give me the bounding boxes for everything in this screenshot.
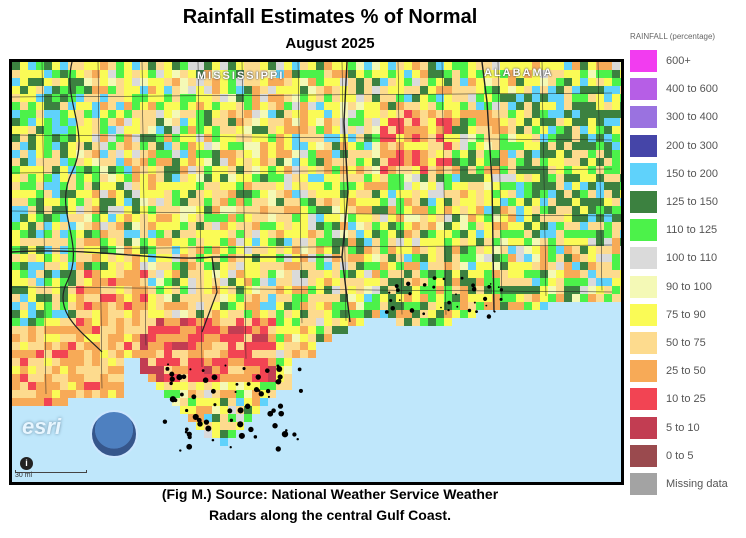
- legend-swatch: [630, 134, 657, 157]
- legend-title: RAINFALL (percentage): [630, 32, 716, 41]
- legend-label: 75 to 90: [666, 308, 706, 321]
- legend-item: 300 to 400: [630, 103, 746, 131]
- info-icon[interactable]: i: [20, 457, 33, 470]
- legend-swatch: [630, 444, 657, 467]
- map-subtitle: August 2025: [285, 35, 375, 52]
- scale-bar: [15, 470, 87, 473]
- legend-label: 300 to 400: [666, 111, 718, 124]
- legend-label: 90 to 100: [666, 280, 712, 293]
- legend-swatch: [630, 106, 657, 129]
- legend-item: 200 to 300: [630, 132, 746, 160]
- legend-item: Missing data: [630, 470, 746, 498]
- rainfall-cells: [12, 62, 621, 446]
- boundary-lines: [12, 62, 613, 395]
- legend-item: 75 to 90: [630, 301, 746, 329]
- legend-swatch: [630, 78, 657, 101]
- legend-label: 150 to 200: [666, 167, 718, 180]
- legend-label: 25 to 50: [666, 365, 706, 378]
- legend-swatch: [630, 303, 657, 326]
- map-title: Rainfall Estimates % of Normal: [182, 6, 478, 28]
- scale-label: 30 mi: [15, 472, 33, 479]
- legend-item: 150 to 200: [630, 160, 746, 188]
- legend-item: 5 to 10: [630, 413, 746, 441]
- legend-item: 25 to 50: [630, 357, 746, 385]
- legend-swatch: [630, 416, 657, 439]
- esri-logo: esri: [22, 414, 62, 439]
- legend-item: 0 to 5: [630, 442, 746, 470]
- legend-swatch: [630, 331, 657, 354]
- state-label-alabama: ALABAMA: [484, 67, 554, 79]
- caption-line-2: Radars along the central Gulf Coast.: [209, 507, 451, 523]
- legend-item: 110 to 125: [630, 216, 746, 244]
- legend-swatch: [630, 247, 657, 270]
- legend-item: 10 to 25: [630, 385, 746, 413]
- legend-item: 400 to 600: [630, 75, 746, 103]
- legend-label: 10 to 25: [666, 393, 706, 406]
- rainfall-map[interactable]: MISSISSIPPI ALABAMA esri i 30 mi: [9, 59, 624, 485]
- legend-swatch: [630, 360, 657, 383]
- caption-line-1: (Fig M.) Source: National Weather Servic…: [161, 486, 499, 502]
- legend-swatch: [630, 50, 657, 73]
- legend-label: 5 to 10: [666, 421, 700, 434]
- legend-label: 125 to 150: [666, 196, 718, 209]
- legend-swatch: [630, 472, 657, 495]
- legend-swatch: [630, 162, 657, 185]
- legend-swatch: [630, 191, 657, 214]
- legend-item: 90 to 100: [630, 273, 746, 301]
- coastline-marsh: [162, 276, 504, 452]
- legend-label: 600+: [666, 55, 691, 68]
- legend-swatch: [630, 219, 657, 242]
- legend-label: 0 to 5: [666, 449, 694, 462]
- legend-label: 200 to 300: [666, 139, 718, 152]
- legend: RAINFALL (percentage) 600+ 400 to 600 300 …: [630, 32, 746, 498]
- legend-swatch: [630, 275, 657, 298]
- legend-item: 600+: [630, 47, 746, 75]
- legend-items: 600+ 400 to 600 300 to 400 200 to 300 150 to…: [630, 47, 746, 498]
- legend-item: 50 to 75: [630, 329, 746, 357]
- legend-label: 50 to 75: [666, 336, 706, 349]
- legend-label: 110 to 125: [666, 224, 718, 237]
- legend-label: 100 to 110: [666, 252, 718, 265]
- noaa-logo-icon: [90, 410, 138, 458]
- legend-label: Missing data: [666, 477, 728, 490]
- state-label-mississippi: MISSISSIPPI: [197, 70, 285, 82]
- legend-swatch: [630, 388, 657, 411]
- legend-item: 125 to 150: [630, 188, 746, 216]
- legend-label: 400 to 600: [666, 83, 718, 96]
- legend-item: 100 to 110: [630, 244, 746, 272]
- rainfall-map-canvas: [12, 62, 621, 452]
